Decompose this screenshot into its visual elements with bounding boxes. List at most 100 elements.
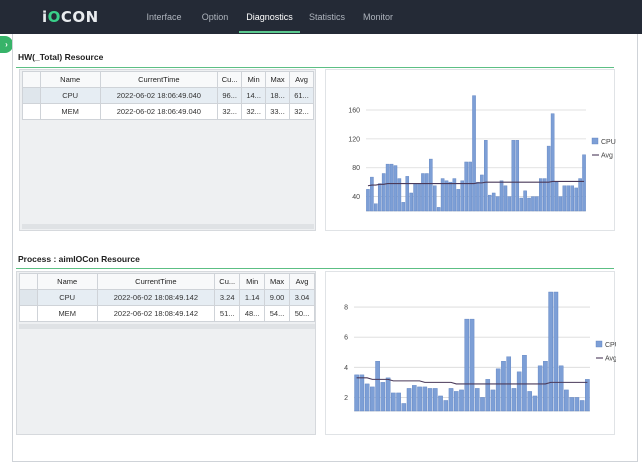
cpu-bar bbox=[370, 386, 375, 412]
cpu-bar bbox=[438, 395, 443, 412]
nav-tab-monitor[interactable]: Monitor bbox=[362, 12, 393, 22]
nav-tab-statistics[interactable]: Statistics bbox=[308, 12, 345, 22]
diagnostics-panel bbox=[12, 34, 638, 462]
top-nav-bar: iOCON Interface Option Diagnostics Stati… bbox=[0, 0, 642, 34]
cell-name: MEM bbox=[39, 103, 101, 120]
cpu-bar bbox=[582, 154, 586, 212]
cpu-bar bbox=[570, 185, 575, 212]
cpu-bar bbox=[452, 178, 457, 212]
y-tick-label: 8 bbox=[344, 305, 348, 312]
y-tick-label: 6 bbox=[344, 335, 348, 342]
y-tick-label: 80 bbox=[352, 165, 360, 172]
cpu-bar bbox=[421, 173, 425, 212]
cpu-bar bbox=[432, 185, 437, 212]
process-section-divider bbox=[16, 268, 614, 269]
hw-table-scrollbar[interactable] bbox=[22, 224, 314, 229]
nav-tab-diagnostics[interactable]: Diagnostics bbox=[239, 0, 300, 34]
cell-currenttime: 2022-06-02 18:08:49.142 bbox=[96, 289, 216, 306]
cpu-bar bbox=[364, 383, 370, 412]
table-row[interactable]: MEM 2022-06-02 18:06:49.040 32... 32... … bbox=[22, 103, 314, 120]
cpu-bar bbox=[579, 400, 585, 412]
cpu-bar bbox=[558, 365, 564, 412]
cpu-bar bbox=[406, 388, 412, 412]
cell-currenttime: 2022-06-02 18:08:49.142 bbox=[96, 305, 216, 322]
process-table-scrollbar[interactable] bbox=[19, 324, 315, 329]
col-header-avg[interactable]: Avg bbox=[289, 273, 315, 290]
cell-max: 9.00 bbox=[264, 289, 291, 306]
col-header-current[interactable]: Cu... bbox=[217, 71, 243, 88]
table-row[interactable]: MEM 2022-06-02 18:08:49.142 51... 48... … bbox=[19, 305, 315, 322]
cpu-bar bbox=[396, 392, 401, 412]
table-row[interactable]: CPU 2022-06-02 18:08:49.142 3.24 1.14 9.… bbox=[19, 289, 315, 306]
cpu-bar bbox=[499, 180, 504, 212]
row-header-cell[interactable] bbox=[19, 289, 38, 306]
cpu-bar bbox=[519, 197, 523, 212]
cpu-bar bbox=[401, 403, 407, 412]
cpu-bar bbox=[385, 163, 390, 212]
cpu-bar bbox=[523, 190, 527, 212]
process-table-header: Name CurrentTime Cu... Min Max Avg bbox=[19, 273, 315, 290]
col-header-avg[interactable]: Avg bbox=[289, 71, 314, 88]
cpu-bar bbox=[444, 180, 449, 212]
hw-section-divider bbox=[16, 67, 614, 68]
cpu-bar bbox=[391, 392, 396, 412]
chart-svg: 2 4 6 8 CPU Avg bbox=[344, 291, 616, 412]
cpu-bar bbox=[413, 183, 417, 212]
cpu-bar bbox=[469, 318, 475, 412]
nav-tab-option[interactable]: Option bbox=[201, 12, 229, 22]
legend-cpu-swatch bbox=[591, 137, 599, 145]
cpu-bar bbox=[507, 196, 512, 212]
row-header-cell[interactable] bbox=[22, 103, 41, 120]
cpu-bar bbox=[491, 192, 496, 212]
cpu-bar bbox=[412, 385, 417, 412]
cpu-bar bbox=[440, 178, 445, 212]
cpu-bar bbox=[527, 391, 532, 412]
col-header-max[interactable]: Max bbox=[264, 273, 291, 290]
table-row[interactable]: CPU 2022-06-02 18:06:49.040 96... 14... … bbox=[22, 87, 314, 104]
cpu-bar bbox=[405, 176, 410, 212]
cell-current: 51... bbox=[214, 305, 241, 322]
cpu-bar bbox=[485, 379, 491, 412]
process-table-panel: Name CurrentTime Cu... Min Max Avg CPU 2… bbox=[16, 271, 316, 435]
row-header-cell[interactable] bbox=[19, 305, 38, 322]
cpu-bar bbox=[443, 400, 449, 412]
cell-min: 14... bbox=[241, 87, 267, 104]
cpu-bar bbox=[354, 374, 359, 412]
col-header-min[interactable]: Min bbox=[241, 71, 267, 88]
cpu-bar bbox=[389, 163, 394, 212]
legend-avg-label: Avg bbox=[601, 153, 613, 160]
hw-table-panel: Name CurrentTime Cu... Min Max Avg CPU 2… bbox=[19, 69, 316, 231]
cpu-bar bbox=[472, 95, 476, 212]
cpu-bar bbox=[464, 318, 470, 412]
cell-currenttime: 2022-06-02 18:06:49.040 bbox=[99, 87, 219, 104]
cpu-bar bbox=[495, 368, 501, 412]
cell-avg: 32... bbox=[289, 103, 314, 120]
cpu-bar bbox=[409, 192, 413, 212]
col-header-currenttime[interactable]: CurrentTime bbox=[99, 71, 219, 88]
col-header-name[interactable]: Name bbox=[39, 71, 101, 88]
cpu-bar bbox=[574, 397, 580, 412]
nav-tab-interface[interactable]: Interface bbox=[146, 12, 182, 22]
cpu-bar bbox=[480, 174, 484, 212]
row-header-cell[interactable] bbox=[22, 87, 41, 104]
col-header-currenttime[interactable]: CurrentTime bbox=[96, 273, 216, 290]
cpu-bar bbox=[503, 185, 508, 212]
cell-max: 33... bbox=[265, 103, 291, 120]
col-header-min[interactable]: Min bbox=[239, 273, 266, 290]
cpu-bar bbox=[448, 388, 454, 412]
col-header-max[interactable]: Max bbox=[265, 71, 291, 88]
cell-min: 48... bbox=[239, 305, 266, 322]
cpu-bar bbox=[550, 113, 555, 212]
col-header-current[interactable]: Cu... bbox=[214, 273, 241, 290]
process-section-title: Process : aimIOCon Resource bbox=[18, 254, 140, 264]
col-header-name[interactable]: Name bbox=[36, 273, 98, 290]
cpu-bar bbox=[487, 194, 492, 212]
sidebar-expand-icon[interactable]: › bbox=[0, 36, 13, 53]
hw-cpu-chart: 40 80 120 160 CPU Avg bbox=[325, 69, 616, 231]
cpu-bar bbox=[490, 389, 496, 412]
cell-current: 3.24 bbox=[214, 289, 241, 306]
cpu-bar bbox=[417, 183, 421, 212]
cpu-bar bbox=[468, 161, 472, 212]
cpu-bar bbox=[578, 178, 582, 212]
cpu-bar bbox=[359, 374, 365, 412]
